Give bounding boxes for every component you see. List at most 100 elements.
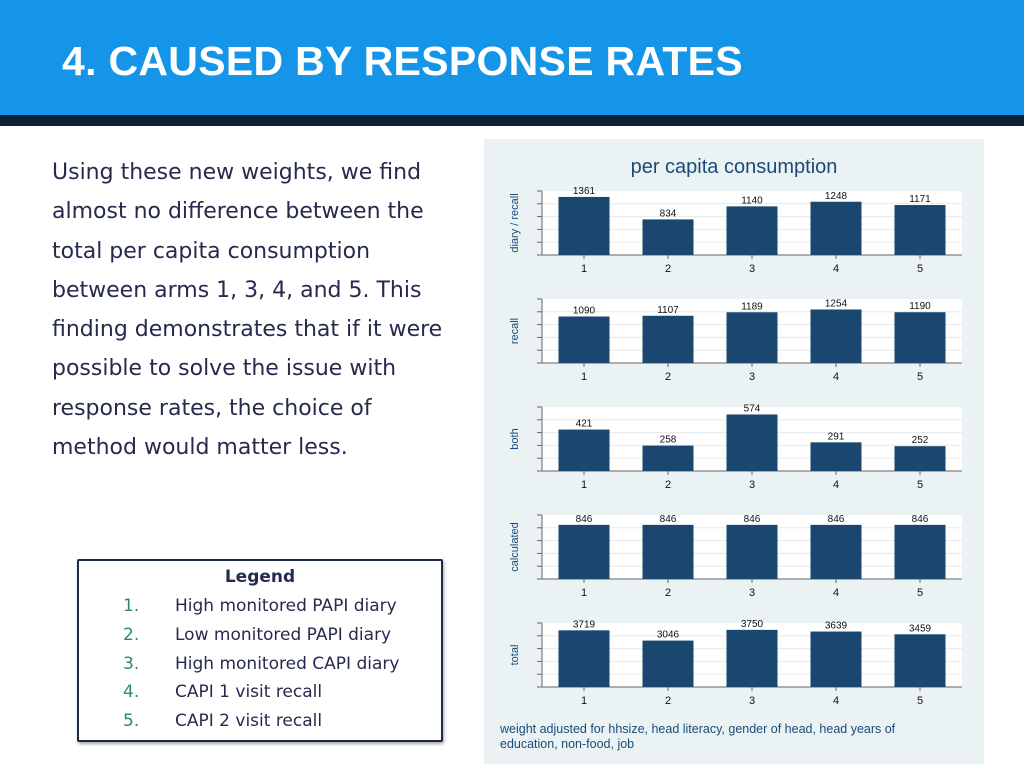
x-tick-label: 2 [665, 263, 671, 275]
data-label: 1190 [909, 301, 931, 312]
x-tick-label: 2 [665, 479, 671, 491]
legend-item-label: CAPI 1 visit recall [175, 682, 323, 703]
chart-subplot: diary / recall 1361 1 834 2 1140 3 1248 4 1171 5 [509, 186, 962, 275]
y-axis-label: recall [509, 318, 521, 344]
x-tick-label: 3 [749, 371, 755, 383]
data-label: 1140 [741, 195, 763, 206]
x-tick-label: 4 [833, 587, 839, 599]
bar [894, 634, 946, 687]
bar-chart: per capita consumption weight adjusted f… [499, 156, 962, 751]
data-label: 574 [744, 403, 761, 414]
legend-item-number: 5. [123, 711, 140, 732]
data-label: 846 [660, 514, 677, 525]
bar [726, 312, 778, 363]
bar [558, 524, 610, 579]
bar [558, 316, 610, 363]
y-axis-label: both [509, 428, 521, 449]
legend-item-number: 4. [123, 682, 140, 703]
data-label: 1171 [909, 194, 931, 205]
bar [558, 429, 610, 471]
data-label: 1107 [657, 305, 679, 316]
x-tick-label: 1 [581, 479, 587, 491]
title-bar: 4. CAUSED BY RESPONSE RATES [0, 0, 1024, 115]
legend-item: 4. CAPI 1 visit recall [123, 682, 399, 711]
chart-panel: per capita consumption weight adjusted f… [484, 139, 984, 764]
data-label: 3046 [657, 630, 680, 641]
bar [810, 201, 862, 255]
data-label: 3719 [573, 619, 596, 630]
data-label: 1189 [741, 301, 763, 312]
bar [810, 309, 862, 363]
data-label: 3459 [909, 623, 932, 634]
data-label: 291 [828, 431, 845, 442]
legend-item-label: High monitored CAPI diary [175, 653, 400, 674]
legend-item-label: Low monitored PAPI diary [175, 624, 392, 645]
legend-item-number: 2. [123, 624, 140, 645]
bar [726, 206, 778, 255]
y-axis-label: calculated [509, 522, 521, 572]
x-tick-label: 1 [581, 695, 587, 707]
data-label: 846 [828, 514, 845, 525]
legend-item-label: High monitored PAPI diary [175, 596, 397, 616]
x-tick-label: 3 [749, 695, 755, 707]
bar [726, 629, 778, 687]
bar [642, 524, 694, 579]
x-tick-label: 1 [581, 371, 587, 383]
data-label: 834 [660, 208, 677, 219]
x-tick-label: 5 [917, 479, 923, 491]
legend-item: 1. High monitored PAPI diary [123, 596, 399, 625]
data-label: 846 [576, 514, 593, 525]
chart-subplot: both 421 1 258 2 574 3 291 4 252 5 [509, 403, 962, 491]
data-label: 1248 [825, 191, 848, 202]
bar [726, 524, 778, 579]
x-tick-label: 4 [833, 479, 839, 491]
x-tick-label: 5 [917, 695, 923, 707]
chart-note-line-1: weight adjusted for hhsize, head literac… [499, 722, 896, 736]
data-label: 846 [912, 514, 929, 525]
data-label: 258 [660, 435, 677, 446]
bar [894, 205, 946, 255]
chart-subplot: recall 1090 1 1107 2 1189 3 1254 4 1190 5 [509, 298, 962, 383]
data-label: 421 [576, 419, 593, 430]
x-tick-label: 5 [917, 263, 923, 275]
data-label: 1090 [573, 305, 596, 316]
chart-note-line-2: education, non-food, job [500, 737, 634, 751]
y-axis-label: diary / recall [509, 193, 521, 252]
x-tick-label: 4 [833, 263, 839, 275]
bar [642, 219, 694, 255]
chart-subplot: calculated 846 1 846 2 846 3 846 4 846 5 [509, 514, 962, 599]
data-label: 3639 [825, 621, 848, 632]
chart-title: per capita consumption [631, 156, 838, 178]
legend-item-label: CAPI 2 visit recall [175, 711, 323, 732]
x-tick-label: 4 [833, 371, 839, 383]
x-tick-label: 3 [749, 263, 755, 275]
body-text: Using these new weights, we find almost … [52, 160, 443, 461]
x-tick-label: 2 [665, 587, 671, 599]
x-tick-label: 2 [665, 371, 671, 383]
legend-item-number: 1. [123, 596, 140, 616]
x-tick-label: 5 [917, 587, 923, 599]
bar [810, 524, 862, 579]
legend-list: 1. High monitored PAPI diary 2. Low monito… [123, 596, 399, 740]
y-axis-label: total [509, 645, 521, 666]
chart-subplot: total 3719 1 3046 2 3750 3 3639 4 3459 5 [509, 619, 962, 707]
bar [642, 315, 694, 363]
data-label: 1361 [573, 186, 596, 197]
legend-item: 5. CAPI 2 visit recall [123, 711, 399, 740]
data-label: 846 [744, 514, 761, 525]
bar [558, 630, 610, 687]
bar [642, 640, 694, 687]
bar [726, 414, 778, 471]
title-underline [0, 115, 1024, 126]
x-tick-label: 5 [917, 371, 923, 383]
bar [642, 445, 694, 471]
x-tick-label: 3 [749, 479, 755, 491]
bar [810, 631, 862, 687]
data-label: 252 [912, 435, 929, 446]
data-label: 3750 [741, 619, 764, 630]
legend-title: Legend [224, 567, 296, 587]
bar [810, 442, 862, 471]
x-tick-label: 2 [665, 695, 671, 707]
x-tick-label: 3 [749, 587, 755, 599]
slide-title: 4. CAUSED BY RESPONSE RATES [62, 38, 743, 84]
